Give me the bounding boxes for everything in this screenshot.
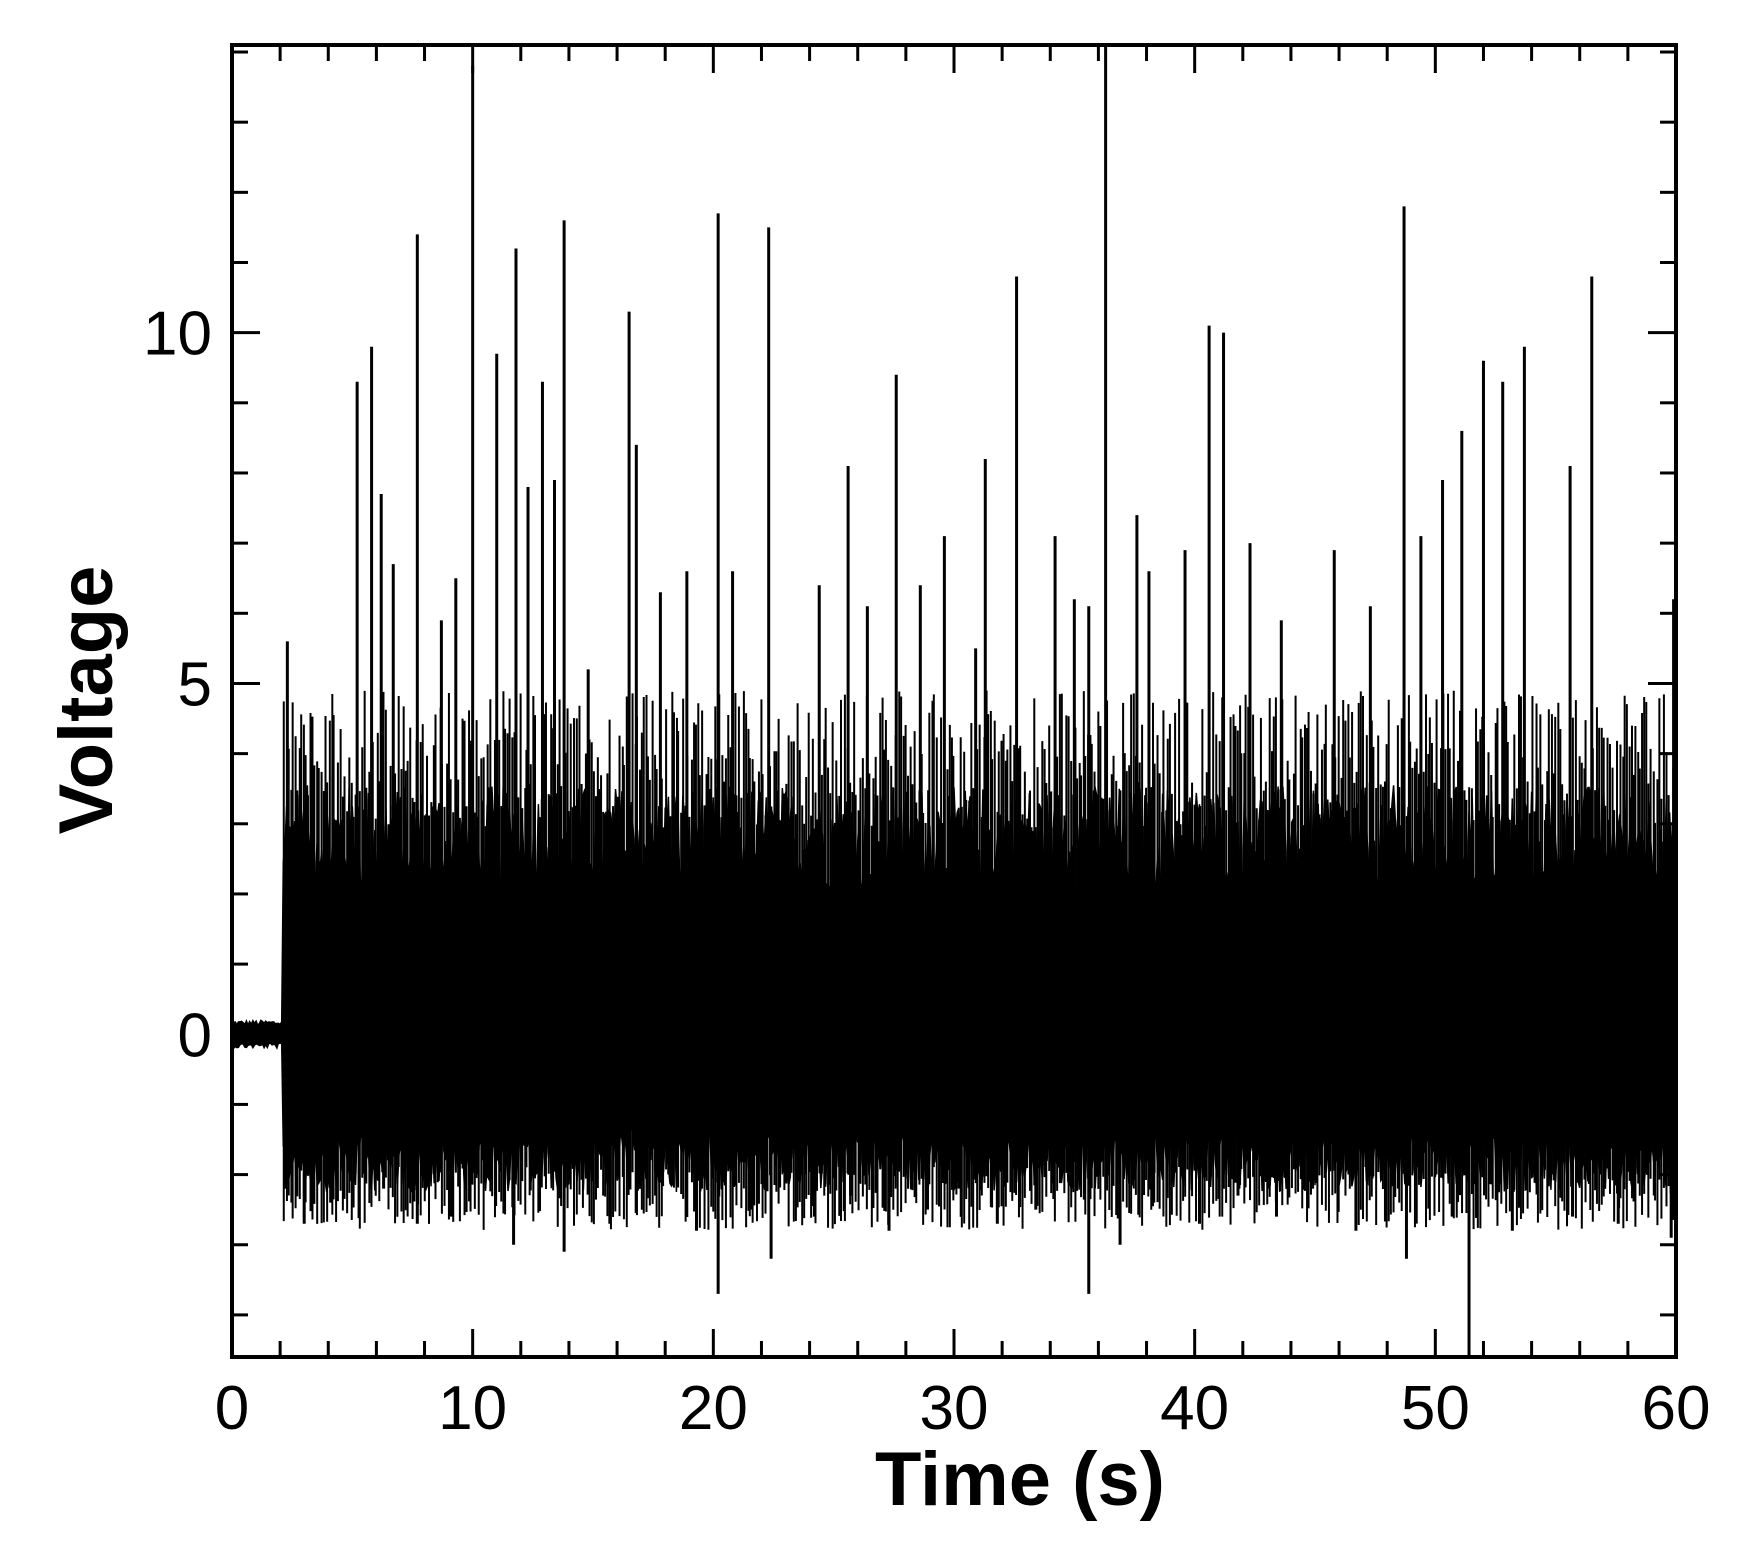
x-tick-label: 40 (1160, 1374, 1229, 1443)
axes-layer (230, 43, 1678, 1359)
label-layer: 0 10 20 30 40 50 60 0 5 10 (143, 300, 1710, 1443)
x-axis-title: Time (s) (875, 1437, 1165, 1522)
x-tick-label: 10 (438, 1374, 507, 1443)
y-tick-label: 5 (178, 650, 212, 719)
y-tick-label: 10 (143, 300, 212, 369)
x-tick-label: 20 (679, 1374, 748, 1443)
y-tick-label: 0 (178, 1001, 212, 1070)
x-tick-label: 50 (1401, 1374, 1470, 1443)
plot-layer (231, 45, 1677, 1357)
x-tick-label: 0 (215, 1374, 249, 1443)
x-tick-label: 60 (1642, 1374, 1711, 1443)
x-tick-label: 30 (920, 1374, 989, 1443)
y-axis-title: Voltage (44, 566, 129, 835)
